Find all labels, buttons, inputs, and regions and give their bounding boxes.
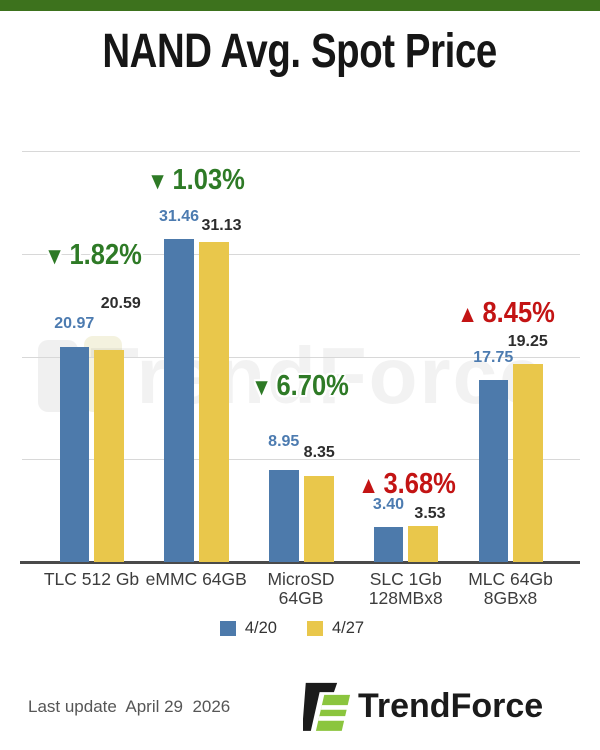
category-label: eMMC 64GB <box>145 569 247 589</box>
legend-item-4-20: 4/20 <box>219 619 277 638</box>
triangle-down-icon: ▼ <box>147 168 169 195</box>
page-title: NAND Avg. Spot Price <box>0 24 600 79</box>
change-label-up: ▲ 8.45% <box>457 299 555 329</box>
legend-swatch <box>307 621 323 636</box>
bar-4/20-3 <box>373 527 404 562</box>
legend-swatch <box>219 621 236 636</box>
change-label-down: ▼ 6.70% <box>251 372 349 402</box>
trendforce-logo-icon <box>303 682 351 731</box>
bar-4/27-2 <box>303 476 334 562</box>
bar-4/20-1 <box>164 238 194 562</box>
value-label-4/27: 19.25 <box>507 333 548 351</box>
legend-label: 4/27 <box>332 619 365 637</box>
legend-label: 4/20 <box>244 619 277 637</box>
value-label-4/27: 8.35 <box>303 444 335 462</box>
chart-legend: 4/20 4/27 <box>0 619 592 638</box>
page-title-text: NAND Avg. Spot Price <box>102 25 498 78</box>
value-label-4/27: 20.59 <box>100 295 141 313</box>
value-label-4/20: 20.97 <box>54 314 95 332</box>
trendforce-logo: TrendForce <box>303 679 543 733</box>
value-label-4/20: 17.75 <box>473 348 514 366</box>
change-percent: 3.68% <box>383 468 456 500</box>
gridline <box>22 151 580 152</box>
category-label: MLC 64Gb 8GBx8 <box>468 569 553 608</box>
value-label-4/20: 31.46 <box>158 207 200 225</box>
legend-item-4-27: 4/27 <box>307 619 364 638</box>
triangle-down-icon: ▼ <box>44 243 66 270</box>
value-label-4/20: 8.95 <box>268 433 300 451</box>
change-percent: 8.45% <box>482 297 555 329</box>
bar-4/20-2 <box>269 470 299 562</box>
gridline <box>22 253 580 255</box>
trendforce-logo-text: TrendForce <box>358 686 544 725</box>
bar-4/20-4 <box>478 379 508 562</box>
top-accent-bar <box>0 0 600 11</box>
bar-4/27-1 <box>198 242 229 562</box>
change-label-down: ▼ 1.03% <box>147 166 245 196</box>
bar-4/27-4 <box>513 364 543 562</box>
bar-4/27-0 <box>94 350 124 562</box>
change-label-down: ▼ 1.82% <box>44 241 142 271</box>
x-axis-line <box>20 561 580 564</box>
change-percent: 1.82% <box>69 239 142 271</box>
bar-4/20-0 <box>59 346 89 562</box>
change-percent: 1.03% <box>172 164 245 196</box>
category-label: MicroSD 64GB <box>267 569 335 608</box>
category-label: SLC 1Gb 128MBx8 <box>368 569 443 608</box>
triangle-up-icon: ▲ <box>358 472 380 499</box>
value-label-4/27: 31.13 <box>201 217 242 235</box>
triangle-up-icon: ▲ <box>457 301 479 328</box>
value-label-4/20: 3.40 <box>372 496 405 514</box>
change-label-up: ▲ 3.68% <box>358 470 456 500</box>
bar-4/27-3 <box>408 525 439 562</box>
last-update-label: Last update April 29 2026 <box>28 697 231 716</box>
value-label-4/27: 3.53 <box>414 504 446 522</box>
gridline <box>22 356 580 358</box>
change-percent: 6.70% <box>276 370 349 402</box>
triangle-down-icon: ▼ <box>251 374 273 401</box>
category-label: TLC 512 Gb <box>43 569 140 589</box>
gridline <box>22 459 580 461</box>
